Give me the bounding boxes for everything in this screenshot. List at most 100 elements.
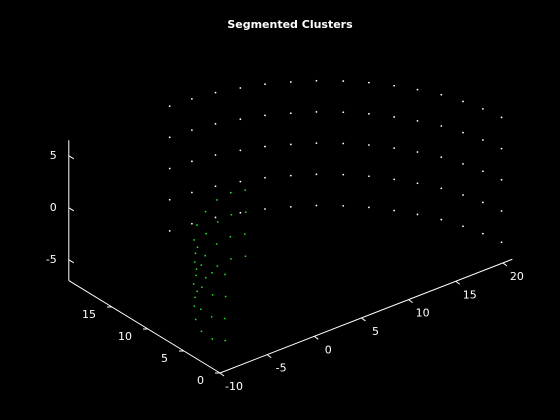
z-tick-label: -5 [46,253,57,266]
point [315,111,318,113]
point [440,187,443,190]
point [481,139,484,141]
point [481,232,484,235]
point [199,308,202,311]
x-tick [266,354,272,359]
point [393,147,396,150]
point [190,98,193,100]
y-tick-label: 5 [161,352,168,365]
point [462,131,464,134]
point [204,254,207,257]
x-tick [408,299,413,304]
point [315,204,318,207]
point [342,80,345,82]
point [215,243,218,245]
point [239,87,242,89]
point [289,205,292,208]
point [440,156,443,159]
y-tick-label: 10 [118,330,132,343]
z-tick [68,155,75,160]
point [416,151,419,153]
point [168,230,171,232]
point [289,174,292,177]
point [204,276,207,279]
point [500,241,503,244]
point [205,232,208,235]
point [368,112,370,115]
point [195,274,198,277]
point [244,189,247,191]
point [289,112,292,115]
point [416,88,419,91]
point [393,209,396,212]
x-tick [361,317,366,322]
x-tick-label: 20 [510,270,524,283]
point [195,268,198,271]
point [462,162,464,165]
point [440,125,443,127]
point [194,296,196,299]
point [481,170,484,173]
point [214,154,217,156]
z-tick [68,207,75,212]
point [368,144,370,146]
point [200,330,203,333]
z-tick [68,259,75,264]
point [194,318,197,321]
point [342,111,345,114]
point [223,317,226,320]
point [211,338,214,340]
point [168,136,171,139]
point [204,210,207,213]
point [216,221,219,223]
point [193,305,196,308]
point [289,81,292,83]
x-tick-label: 10 [416,307,430,320]
point [500,178,503,181]
point [224,295,227,298]
point [368,175,370,178]
point [244,211,247,214]
point [239,149,242,152]
x-tick-label: 0 [325,343,332,356]
point [200,286,203,289]
point [393,116,396,118]
point [315,79,318,82]
point [196,246,199,249]
x-tick [455,280,461,285]
point [168,198,171,201]
point [244,255,247,258]
point [440,218,443,221]
point [462,194,464,196]
x-tick-label: 15 [463,288,477,301]
point [393,178,396,181]
z-tick-label: 0 [50,201,57,214]
point [342,173,345,176]
point [214,216,217,219]
point [500,147,503,150]
x-tick [219,372,225,377]
point [168,105,171,108]
point [239,180,242,183]
point [440,93,443,96]
point [230,213,233,216]
point [416,213,419,216]
point [239,211,242,214]
point [193,239,195,241]
x-axis [219,258,513,374]
point [315,142,318,145]
point [500,116,503,119]
point [214,185,217,188]
point [224,339,227,342]
point [193,261,196,263]
point [243,233,246,236]
point [214,91,217,94]
point [416,119,419,122]
point [239,118,242,121]
point [190,160,193,163]
point [196,290,199,293]
point [211,271,213,274]
point [224,273,226,276]
point [168,167,171,170]
